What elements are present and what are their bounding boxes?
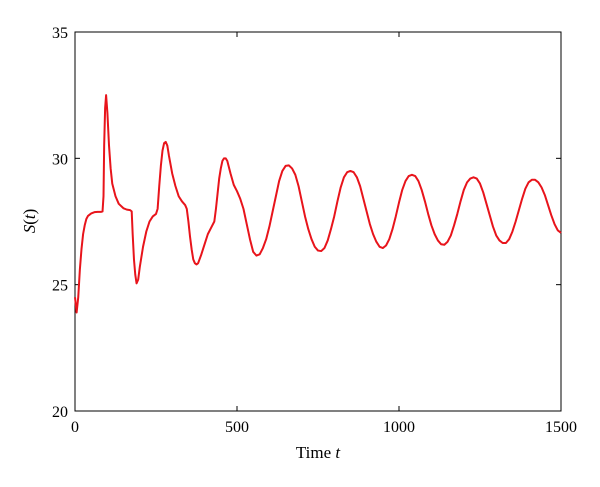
series-line-s	[74, 94, 562, 314]
y-tick-label: 30	[52, 151, 68, 168]
y-tick-label: 35	[52, 25, 68, 42]
axis-ticks	[74, 31, 562, 412]
x-tick-label: 1000	[383, 419, 415, 436]
x-tick-label: 500	[225, 419, 249, 436]
y-axis-label: S(t)	[20, 209, 39, 234]
plot-area	[74, 31, 562, 412]
x-tick-label: 1500	[545, 419, 577, 436]
x-tick-label: 0	[71, 419, 79, 436]
y-tick-label: 20	[52, 404, 68, 421]
x-axis-label: Time t	[296, 443, 342, 462]
y-tick-label: 25	[52, 278, 68, 295]
tick-labels: 0 500 1000 1500 20 25 30 35	[52, 25, 577, 436]
